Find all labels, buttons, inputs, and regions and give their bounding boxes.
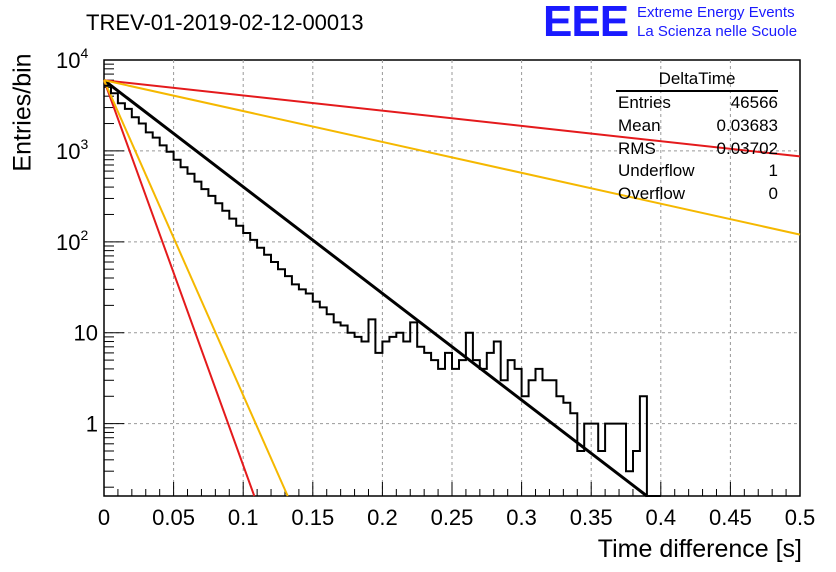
stats-row: Underflow 1: [610, 160, 778, 183]
x-tick-label: 0.2: [367, 505, 398, 530]
x-tick-label: 0.1: [228, 505, 259, 530]
series-layer: [103, 79, 801, 498]
y-tick-exponent: 3: [80, 136, 88, 152]
stats-value: 46566: [730, 93, 778, 112]
exponential-line: [103, 79, 801, 236]
x-tick-label: 0: [98, 505, 110, 530]
exponential-line: [103, 79, 289, 497]
stats-label: Mean: [618, 115, 661, 135]
stats-label: Entries: [618, 93, 671, 112]
exponential-line: [103, 79, 801, 158]
histogram-deltatime: [104, 84, 661, 497]
y-tick-base: 10: [56, 139, 80, 164]
x-tick-label: 0.45: [709, 505, 752, 530]
chart-title: TREV-01-2019-02-12-00013: [86, 10, 364, 35]
x-tick-label: 0.05: [152, 505, 195, 530]
stats-label: Overflow: [618, 184, 686, 204]
x-tick-label: 0.3: [506, 505, 537, 530]
y-tick-label: 10: [74, 321, 98, 346]
stats-row: Entries 46566: [610, 92, 778, 115]
y-axis-label: Entries/bin: [8, 53, 37, 172]
stats-row: Overflow 0: [610, 183, 778, 206]
y-tick-label: 1: [86, 412, 98, 437]
x-tick-label: 0.15: [291, 505, 334, 530]
y-tick-exponent: 4: [80, 45, 88, 61]
stats-box: DeltaTime Entries 46566 Mean 0.03683 RMS 0.…: [610, 68, 778, 206]
eee-logo: EEE: [543, 0, 629, 46]
y-tick-exponent: 2: [80, 227, 88, 243]
y-tick-label: 104: [56, 45, 88, 73]
logo-subtitle-2: La Scienza nelle Scuole: [637, 23, 798, 40]
axis-ticks: [103, 59, 801, 496]
tick-labels: 0 0.05 0.1 0.15 0.2 0.25 0.3 0.35 0.4 0.45 0.51101…: [56, 45, 815, 530]
exponential-line: [103, 79, 648, 498]
x-tick-label: 0.35: [570, 505, 613, 530]
y-tick-label: 103: [56, 136, 88, 164]
x-tick-label: 0.5: [785, 505, 816, 530]
y-tick-label: 102: [56, 227, 88, 255]
x-tick-label: 0.4: [646, 505, 677, 530]
logo-subtitle-1: Extreme Energy Events: [637, 4, 795, 21]
exponential-line: [103, 79, 256, 497]
stats-value: 0.03683: [716, 115, 778, 135]
stats-title: DeltaTime: [616, 68, 778, 92]
y-tick-base: 10: [56, 48, 80, 73]
x-axis-label: Time difference [s]: [597, 535, 802, 563]
x-tick-label: 0.25: [431, 505, 474, 530]
stats-label: RMS: [618, 138, 656, 158]
stats-row: RMS 0.03702: [610, 138, 778, 161]
y-tick-base: 10: [56, 230, 80, 255]
stats-value: 1: [768, 161, 778, 181]
stats-label: Underflow: [618, 161, 695, 181]
stats-value: 0.03702: [716, 138, 778, 158]
stats-row: Mean 0.03683: [610, 115, 778, 138]
stats-value: 0: [768, 184, 778, 204]
